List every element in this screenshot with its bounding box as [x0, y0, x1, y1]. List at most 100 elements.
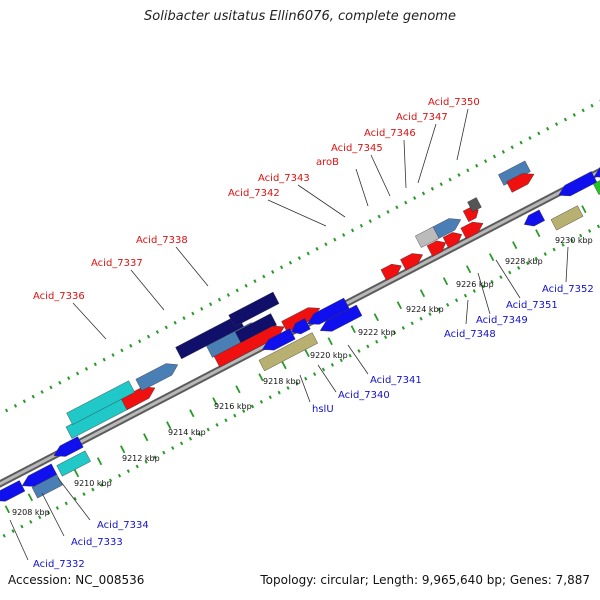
feature-layer — [0, 160, 600, 502]
upper-feature — [135, 363, 179, 392]
upper-label: Acid_7350 — [428, 97, 480, 108]
scale-tick-label: 9208 kbp — [12, 508, 50, 517]
scale-tick-label: 9210 kbp — [74, 479, 112, 488]
lower-label-leader — [41, 492, 65, 537]
upper-label: Acid_7347 — [396, 112, 448, 123]
upper-label: Acid_7338 — [136, 235, 188, 246]
scale-tick-mark — [258, 373, 264, 382]
upper-label-leader — [297, 184, 346, 218]
scale-tick-label: 9216 kbp — [214, 402, 252, 411]
lower-feature — [258, 332, 318, 372]
upper-label-leader — [267, 199, 327, 227]
upper-feature — [228, 291, 280, 327]
upper-feature — [460, 221, 484, 240]
lower-feature — [262, 328, 296, 351]
lower-feature — [53, 436, 84, 457]
scale-tick-mark — [304, 349, 310, 358]
scale-tick-label: 9214 kbp — [168, 428, 206, 437]
upper-feature — [498, 160, 531, 186]
scale-tick-mark — [27, 493, 34, 502]
lower-feature — [558, 171, 598, 197]
scale-tick-mark — [143, 433, 149, 442]
upper-label-leader — [417, 123, 437, 184]
lower-label-leader — [565, 246, 569, 283]
upper-feature — [213, 325, 285, 368]
scale-tick-label: 9230 kbp — [555, 236, 593, 245]
scale-tick-label: 9226 kbp — [456, 280, 494, 289]
lower-feature — [0, 480, 26, 502]
scale-tick-label: 9222 kbp — [358, 328, 396, 337]
upper-feature — [442, 232, 463, 249]
upper-label: Acid_7345 — [331, 143, 383, 154]
lower-label: Acid_7351 — [506, 300, 558, 311]
lower-label: Acid_7352 — [542, 284, 594, 295]
upper-label: Acid_7343 — [258, 173, 310, 184]
upper-label-leader — [370, 154, 391, 197]
upper-label: Acid_7346 — [364, 128, 416, 139]
accession-text: Accession: NC_008536 — [8, 573, 145, 587]
upper-feature — [400, 253, 424, 271]
upper-feature — [426, 240, 447, 257]
scale-tick-mark — [581, 205, 587, 214]
lower-label: Acid_7341 — [370, 375, 422, 386]
label-leaders — [9, 108, 569, 561]
upper-label-leader — [72, 302, 107, 340]
scale-tick-mark — [465, 265, 472, 274]
upper-feature — [175, 314, 244, 360]
lower-label-leader — [317, 364, 337, 393]
upper-dotted-guide — [0, 99, 600, 416]
upper-feature — [120, 386, 156, 411]
scale-tick-mark — [442, 277, 449, 286]
lower-feature — [593, 180, 600, 195]
scale-tick-mark — [327, 337, 333, 346]
scale-tick-mark — [512, 241, 518, 250]
lower-feature — [550, 205, 584, 231]
scale-tick-mark — [4, 505, 10, 514]
upper-label-leader — [130, 269, 165, 311]
lower-feature — [31, 474, 63, 499]
scale-tick-mark — [119, 445, 126, 454]
lower-feature — [319, 304, 363, 332]
scale-tick-label: 9228 kbp — [505, 257, 543, 266]
scale-tick-label: 9218 kbp — [263, 377, 301, 386]
lower-label-leader — [299, 374, 311, 403]
scale-tick-mark — [488, 253, 495, 262]
upper-label: Acid_7336 — [33, 291, 85, 302]
scale-tick-label: 9224 kbp — [406, 305, 444, 314]
scale-tick-mark — [281, 361, 287, 370]
scale-tick-label: 9212 kbp — [122, 454, 160, 463]
lower-label: Acid_7340 — [338, 390, 390, 401]
lower-dotted-guide — [0, 223, 600, 540]
lower-label: Acid_7333 — [71, 537, 123, 548]
upper-label: Acid_7337 — [91, 258, 143, 269]
lower-label-leader — [9, 519, 29, 561]
scale-tick-mark — [396, 301, 403, 310]
lower-feature — [593, 166, 600, 178]
lower-feature — [523, 209, 545, 227]
lower-label-leader — [495, 259, 521, 299]
scale-tick-mark — [166, 421, 172, 430]
lower-label-leader — [465, 299, 469, 325]
scale-tick-mark — [373, 313, 379, 322]
feature-labels: Acid_7336 Acid_7337 Acid_7338 Acid_7342 Acid… — [33, 97, 594, 570]
upper-feature — [66, 380, 135, 425]
scale-tick-mark — [235, 385, 241, 394]
upper-label-leader — [355, 168, 369, 207]
scale-tick-mark — [96, 457, 103, 466]
scale-tick-mark — [350, 325, 356, 334]
upper-label: aroB — [316, 157, 339, 168]
lower-label: hslU — [312, 404, 334, 415]
lower-feature — [291, 318, 311, 335]
upper-feature — [506, 173, 535, 193]
lower-label-leader — [477, 272, 491, 315]
lower-label: Acid_7348 — [444, 329, 496, 340]
lower-label-leader — [347, 344, 369, 375]
scale-tick-mark — [535, 229, 541, 238]
map-title: Solibacter usitatus Ellin6076, complete … — [144, 9, 456, 24]
lower-feature — [56, 450, 91, 477]
lower-label: Acid_7332 — [33, 559, 85, 570]
scale-tick-label: 9220 kbp — [310, 351, 348, 360]
upper-feature — [234, 313, 277, 344]
upper-feature — [380, 263, 402, 281]
